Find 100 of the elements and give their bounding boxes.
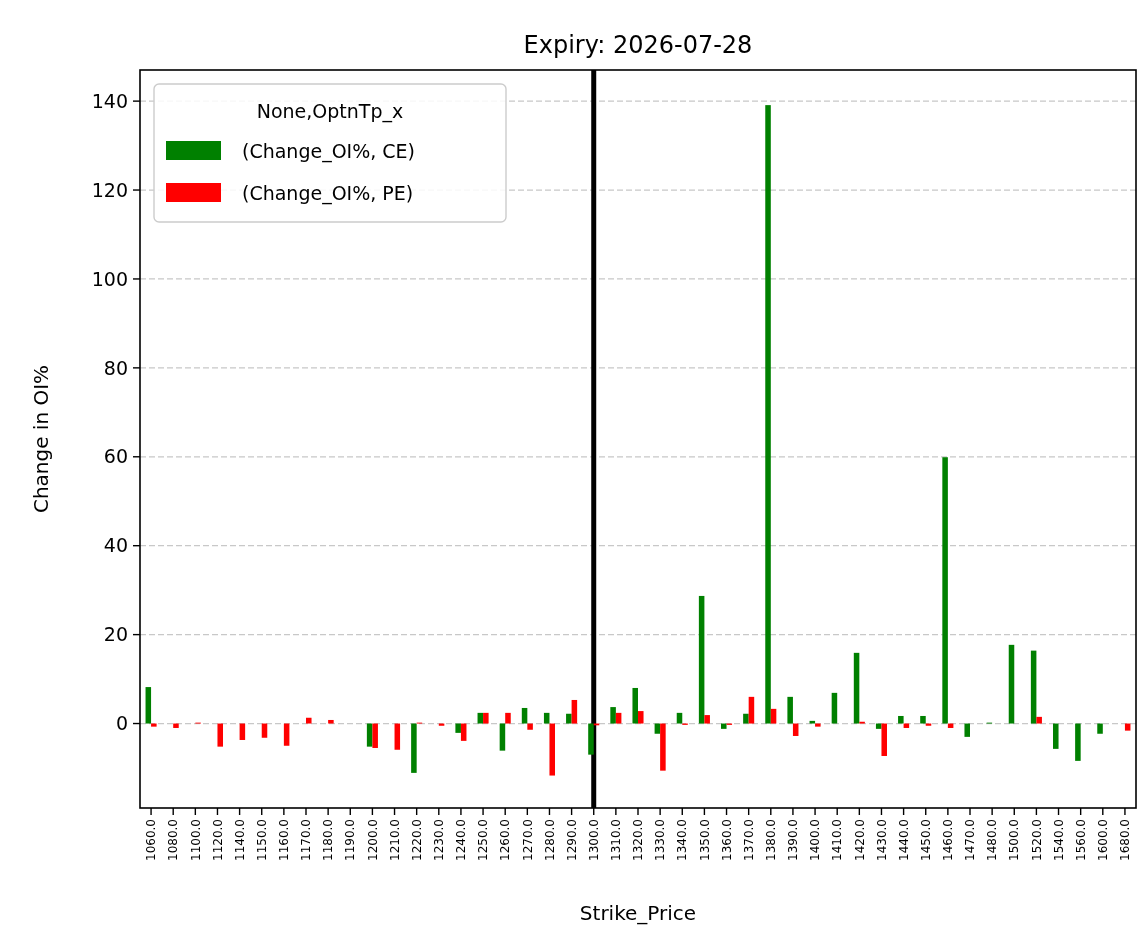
x-tick-label: 1080.0: [166, 819, 181, 861]
bar: [721, 723, 727, 729]
bar: [638, 711, 644, 724]
bar: [704, 715, 710, 724]
x-tick-label: 1420.0: [852, 819, 867, 861]
bar: [660, 723, 666, 771]
x-tick-label: 1470.0: [963, 819, 978, 861]
bar: [1036, 716, 1042, 724]
y-tick-label: 0: [115, 712, 128, 735]
x-tick-label: 1220.0: [409, 819, 424, 861]
bar: [1053, 723, 1059, 749]
legend-title: None,OptnTp_x: [256, 100, 404, 123]
y-tick-label: 80: [103, 356, 128, 379]
y-tick-label: 120: [91, 178, 128, 201]
x-tick-label: 1500.0: [1007, 819, 1022, 861]
bar: [920, 715, 926, 724]
bar: [615, 712, 622, 724]
y-tick-label: 20: [103, 623, 128, 646]
y-tick-label: 40: [103, 534, 128, 557]
chart-title: Expiry: 2026-07-28: [523, 31, 753, 59]
bar: [145, 687, 152, 724]
x-tick-label: 1450.0: [918, 819, 933, 861]
x-tick-label: 1380.0: [764, 819, 778, 861]
bar: [366, 723, 373, 747]
bar: [505, 712, 511, 724]
bar: [898, 715, 904, 724]
bar: [571, 699, 578, 724]
x-tick-label: 1540.0: [1051, 819, 1066, 861]
x-tick-label: 1370.0: [741, 819, 756, 861]
x-tick-label: 1260.0: [498, 819, 513, 861]
x-tick-label: 1120.0: [210, 819, 225, 861]
x-tick-label: 1680.0: [1118, 819, 1133, 861]
bar: [1124, 723, 1131, 731]
bar: [217, 723, 223, 747]
bar: [698, 595, 705, 724]
bar: [1008, 644, 1015, 724]
bar: [964, 723, 970, 737]
bar: [499, 723, 506, 751]
bar: [411, 723, 417, 773]
x-axis-title: Strike_Price: [579, 901, 697, 925]
y-tick-label: 140: [91, 89, 128, 112]
x-tick-label: 1190.0: [343, 819, 358, 861]
bar: [527, 723, 533, 730]
x-tick-label: 1210.0: [387, 819, 402, 861]
x-tick-label: 1140.0: [232, 819, 247, 861]
bar: [151, 723, 157, 727]
x-tick-label: 1250.0: [476, 819, 491, 861]
bar: [610, 707, 616, 724]
x-tick-label: 1440.0: [896, 819, 911, 861]
bar: [853, 652, 860, 724]
x-tick-label: 1180.0: [321, 819, 336, 861]
bar: [566, 713, 572, 724]
bar: [483, 712, 489, 724]
x-tick-label: 1310.0: [609, 819, 624, 861]
bar: [743, 713, 749, 724]
bar: [1075, 723, 1081, 761]
bar: [1097, 723, 1103, 734]
bar: [328, 719, 334, 724]
bar: [748, 696, 755, 724]
bar: [676, 712, 683, 724]
x-tick-label: 1400.0: [808, 819, 823, 861]
x-tick-label: 1290.0: [564, 819, 579, 861]
bar: [521, 707, 528, 724]
y-tick-label: 100: [91, 267, 128, 290]
y-axis-title: Change in OI%: [29, 364, 53, 514]
x-tick-label: 1430.0: [874, 819, 889, 861]
legend-label: (Change_OI%, PE): [242, 181, 414, 205]
y-tick-label: 60: [103, 445, 128, 468]
x-tick-label: 1200.0: [365, 819, 380, 861]
x-tick-label: 1170.0: [299, 819, 314, 861]
x-tick-label: 1160.0: [277, 819, 292, 861]
bar: [787, 696, 793, 724]
x-tick-label: 1520.0: [1029, 819, 1044, 861]
bar: [588, 723, 594, 755]
x-tick-label: 1340.0: [675, 819, 690, 861]
bar: [632, 687, 638, 724]
x-tick-label: 1600.0: [1096, 819, 1110, 861]
legend-label: (Change_OI%, CE): [242, 139, 416, 163]
bar: [455, 723, 461, 733]
x-tick-label: 1150.0: [254, 819, 269, 861]
x-tick-label: 1330.0: [653, 819, 668, 861]
x-tick-label: 1270.0: [520, 819, 535, 861]
bar: [173, 723, 179, 728]
x-tick-label: 1060.0: [144, 819, 159, 861]
bar: [831, 692, 838, 724]
bar: [477, 712, 484, 724]
bar: [549, 723, 555, 776]
bar: [306, 717, 312, 724]
x-tick-label: 1240.0: [454, 819, 469, 861]
x-tick-label: 1320.0: [631, 819, 646, 861]
x-tick-label: 1410.0: [830, 819, 845, 861]
x-tick-label: 1390.0: [786, 819, 801, 861]
bar: [394, 723, 401, 750]
x-tick-label: 1350.0: [697, 819, 712, 861]
x-tick-label: 1230.0: [432, 819, 446, 861]
x-tick-label: 1280.0: [542, 819, 557, 861]
bar: [1030, 650, 1037, 724]
x-tick-label: 1360.0: [719, 819, 734, 861]
bar: [372, 723, 378, 748]
bar: [765, 105, 771, 724]
